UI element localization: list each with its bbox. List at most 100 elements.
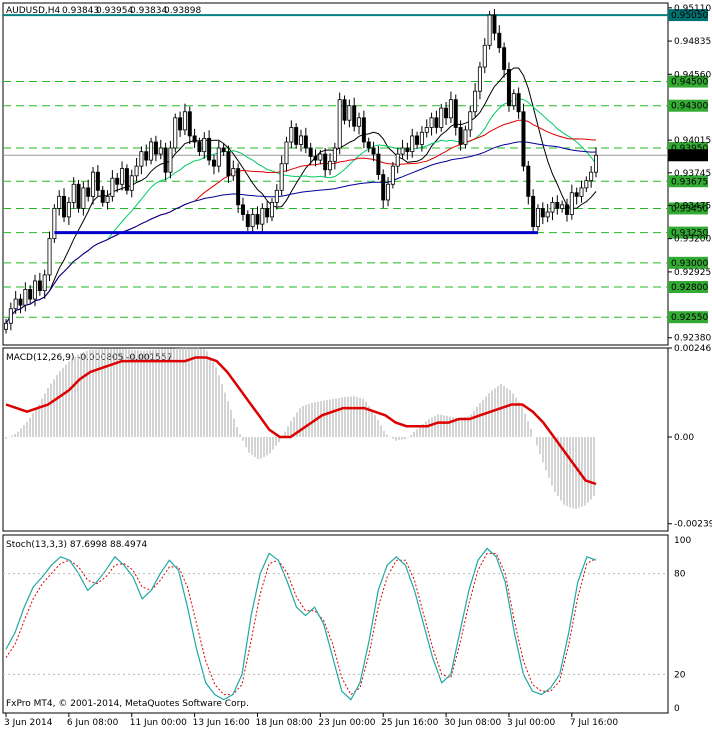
candle-body — [240, 204, 245, 215]
candle-body — [361, 117, 366, 143]
price-axis: 0.95050 0.94500 0.94300 0.93950 0.93675 0.934… — [668, 4, 711, 344]
candle-body — [274, 189, 279, 203]
price-tick-label: 0.93745 — [674, 169, 711, 179]
candle-body — [124, 168, 129, 191]
candle-body — [294, 127, 299, 145]
macd-tick-label: 0.002463 — [674, 344, 712, 354]
candle-body — [352, 105, 357, 127]
candle-body — [279, 163, 284, 191]
candle-body — [569, 192, 574, 215]
candle-body — [23, 289, 28, 306]
candle-body — [376, 153, 381, 176]
candle-body — [332, 147, 337, 162]
candle-body — [589, 171, 594, 182]
time-tick-label: 3 Jun 2014 — [4, 718, 53, 728]
stoch-main-line — [5, 547, 597, 701]
candle-body — [453, 99, 458, 128]
candle-body — [173, 117, 178, 149]
candle-body — [110, 177, 115, 197]
candle-body — [357, 117, 362, 127]
price-tick-label: 0.92380 — [674, 334, 711, 344]
candle-body — [42, 274, 47, 292]
level-label: 0.92800 — [671, 283, 708, 293]
price-tick-label: 0.92925 — [674, 268, 711, 278]
macd-signal-line — [5, 356, 597, 486]
stoch-tick-label: 100 — [674, 536, 691, 546]
stoch-signal-line — [5, 552, 597, 696]
candle-body — [211, 159, 216, 167]
candle-body — [482, 44, 487, 68]
candle-body — [473, 90, 478, 113]
price-tick-label: 0.93475 — [674, 201, 711, 211]
level-label-box — [668, 311, 708, 324]
candle-body — [37, 280, 42, 292]
candle-body — [134, 165, 139, 177]
candle-body — [149, 141, 154, 161]
candle-body — [221, 147, 226, 153]
candle-body — [497, 32, 502, 49]
candle-body — [289, 127, 294, 143]
candle-body — [463, 129, 468, 145]
level-label-box — [668, 202, 708, 215]
candle-body — [386, 183, 391, 201]
candle-body — [260, 208, 265, 225]
candle-body — [158, 147, 163, 155]
candle-body — [564, 204, 569, 215]
candle-body — [444, 107, 449, 119]
candle-body — [182, 111, 187, 131]
candle-body — [207, 137, 212, 161]
price-pane-frame — [2, 2, 669, 346]
macd-pane-frame — [2, 347, 669, 532]
candle-body — [100, 189, 105, 203]
candle-body — [584, 180, 589, 189]
level-label: 0.93675 — [671, 177, 708, 187]
time-tick-label: 13 Jun 16:00 — [193, 718, 250, 728]
candle-body — [429, 117, 434, 128]
level-label: 0.94300 — [671, 102, 708, 112]
macd-pane[interactable]: MACD(12,26,9) -0.000805 -0.001557 0.0024… — [2, 344, 712, 532]
candle-body — [574, 192, 579, 197]
candle-body — [105, 195, 110, 203]
candle-body — [550, 201, 555, 213]
candle-body — [13, 298, 18, 310]
candle-body — [202, 137, 207, 153]
candle-body — [337, 99, 342, 149]
candle-body — [521, 111, 526, 167]
time-tick-label: 25 Jun 16:00 — [381, 718, 438, 728]
level-label: 0.93950 — [671, 144, 708, 154]
macd-axis: 0.002463 0.00 -0.002399 — [668, 344, 712, 530]
candle-body — [187, 111, 192, 137]
level-label-box — [668, 9, 708, 22]
candle-body — [318, 153, 323, 161]
candle-body — [245, 214, 250, 227]
candle-body — [405, 147, 410, 153]
chart-header-close: 0.93898 — [164, 6, 201, 16]
candle-body — [516, 93, 521, 113]
time-tick-label: 30 Jun 08:00 — [444, 718, 501, 728]
price-pane[interactable]: AUDUSD,H4 0.93843 0.93954 0.93834 0.9389… — [2, 2, 711, 346]
candle-body — [86, 187, 91, 197]
candle-body — [419, 131, 424, 145]
candle-body — [231, 168, 236, 177]
candle-body — [52, 208, 57, 240]
chart-header-low: 0.93834 — [130, 6, 167, 16]
candle-body — [197, 141, 202, 153]
candlesticks — [4, 8, 599, 334]
macd-tick-label: -0.002399 — [674, 520, 712, 530]
candle-body — [115, 177, 120, 185]
candle-body — [526, 165, 531, 197]
candle-body — [95, 171, 100, 191]
macd-signal — [5, 356, 597, 486]
level-label: 0.92550 — [671, 313, 708, 323]
level-label-box — [668, 175, 708, 188]
candle-body — [366, 141, 371, 149]
candle-body — [303, 135, 308, 149]
level-label: 0.93450 — [671, 204, 708, 214]
stochastic-pane[interactable]: Stoch(13,3,3) 87.6998 88.4974 100 80 20 0 F… — [2, 534, 691, 714]
candle-body — [531, 195, 536, 227]
macd-histogram — [5, 346, 595, 509]
chart-header-open: 0.93843 — [62, 6, 99, 16]
price-tick-label: 0.95110 — [674, 4, 711, 14]
candle-body — [545, 211, 550, 218]
